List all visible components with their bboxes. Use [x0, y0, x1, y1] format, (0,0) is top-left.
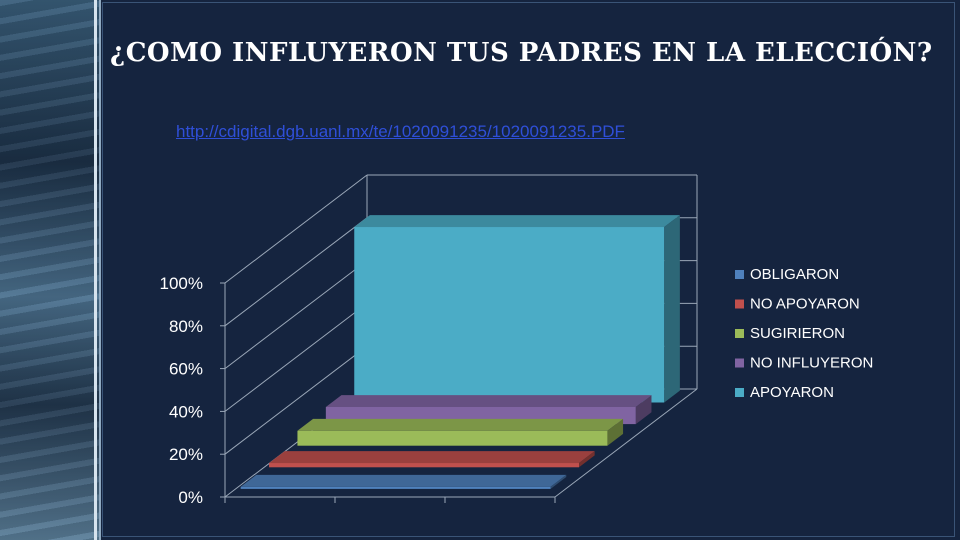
bar-side-apoyaron [664, 215, 680, 403]
gridline [224, 217, 368, 327]
legend-label: OBLIGARON [750, 266, 839, 283]
bar-top-obligaron [240, 474, 567, 487]
legend-label: NO APOYARON [750, 296, 860, 313]
legend-swatch [735, 358, 744, 368]
floor-line [554, 388, 698, 498]
y-tick-label: 60% [169, 360, 203, 379]
legend-swatch [735, 388, 744, 397]
bar-top-apoyaron [354, 215, 680, 228]
bar-front-no-apoyaron [269, 463, 580, 468]
legend-label: APOYARON [750, 384, 834, 401]
legend-label: SUGIRIERON [750, 325, 845, 342]
bar-side-sugirieron [607, 418, 624, 446]
bar-front-apoyaron [354, 227, 665, 403]
decorative-side-strip [0, 0, 100, 540]
slide-title: ¿COMO INFLUYERON TUS PADRES EN LA ELECCI… [110, 38, 933, 68]
gridline [224, 260, 368, 369]
bar-front-sugirieron [297, 430, 608, 446]
legend-swatch [735, 299, 744, 309]
gridline [224, 303, 368, 412]
bar-side-obligaron [550, 474, 567, 489]
gridline [224, 174, 368, 284]
bar-side-no-influyeron [635, 395, 652, 425]
slide-frame [102, 2, 955, 537]
legend-swatch [735, 329, 744, 338]
y-tick-label: 40% [169, 402, 203, 421]
bar-top-sugirieron [297, 418, 624, 431]
legend-swatch [735, 270, 744, 279]
source-link[interactable]: http://cdigital.dgb.uanl.mx/te/102009123… [176, 122, 625, 141]
gridline [224, 345, 368, 455]
bar-side-no-apoyaron [579, 451, 595, 468]
decorative-edge-line [99, 0, 101, 540]
y-tick-label: 100% [160, 274, 203, 293]
bar-top-no-influyeron [325, 395, 652, 407]
legend-label: NO INFLUYERON [750, 355, 873, 372]
y-tick-label: 0% [178, 488, 203, 507]
y-tick-label: 80% [169, 317, 203, 336]
bar-top-no-apoyaron [269, 451, 595, 464]
y-tick-label: 20% [169, 445, 203, 464]
bar-front-obligaron [240, 486, 551, 489]
decorative-edge-line [94, 0, 97, 540]
